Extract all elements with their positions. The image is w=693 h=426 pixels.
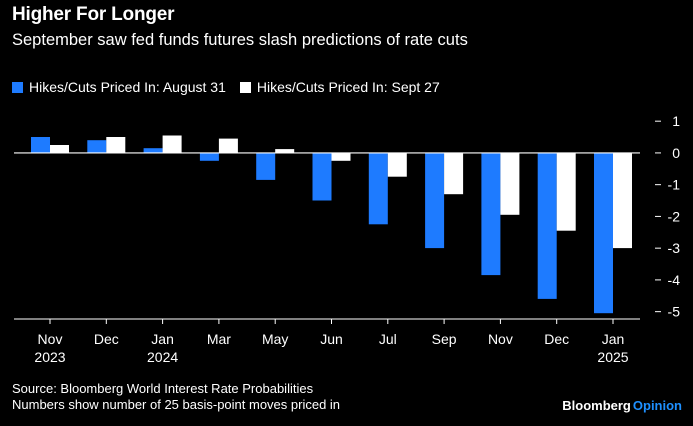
bar-sept-2	[162, 135, 182, 153]
bar-sept-4	[275, 149, 295, 153]
bar-sept-7	[444, 152, 464, 195]
bar-sept-8	[500, 152, 520, 215]
bar-august-4	[256, 152, 276, 180]
bar-sept-1	[106, 137, 126, 153]
y-tick-label-0: 1	[672, 113, 680, 129]
bar-sept-10	[613, 152, 632, 249]
y-tick-label-4: -3	[668, 240, 681, 256]
legend: Hikes/Cuts Priced In: August 31 Hikes/Cu…	[12, 79, 454, 95]
x-tick-label-5: Jun	[320, 331, 343, 347]
x-tick-label-9: Dec	[544, 331, 569, 347]
bar-sept-3	[218, 138, 238, 153]
x-tick-label-3: Mar	[207, 331, 231, 347]
footer: Source: Bloomberg World Interest Rate Pr…	[12, 381, 340, 413]
legend-swatch-august	[12, 81, 23, 93]
bar-sept-9	[556, 152, 576, 231]
bar-august-6	[368, 152, 388, 225]
legend-item-sept: Hikes/Cuts Priced In: Sept 27	[239, 79, 440, 95]
x-tick-label-0: Nov	[38, 331, 63, 347]
bar-august-3	[199, 152, 219, 161]
y-tick-label-1: 0	[672, 145, 680, 161]
bar-august-2	[143, 148, 163, 153]
y-tick-label-6: -5	[668, 304, 681, 320]
x-year-label-2: 2024	[147, 349, 178, 365]
y-tick-label-2: -1	[668, 177, 681, 193]
legend-label-sept: Hikes/Cuts Priced In: Sept 27	[256, 79, 440, 95]
source-note: Source: Bloomberg World Interest Rate Pr…	[12, 381, 314, 396]
bar-sept-6	[387, 152, 407, 177]
legend-swatch-sept	[239, 81, 251, 93]
bar-sept-5	[331, 152, 351, 161]
y-tick-label-3: -2	[668, 208, 681, 224]
x-year-label-0: 2023	[34, 349, 65, 365]
bar-august-5	[312, 152, 332, 201]
bar-august-1	[87, 140, 107, 153]
chart-title: Higher For Longer	[12, 4, 175, 25]
bar-sept-0	[50, 145, 69, 153]
brand-suffix: Opinion	[632, 398, 682, 413]
x-tick-label-1: Dec	[94, 331, 119, 347]
x-tick-label-10: Jan	[602, 331, 625, 347]
x-tick-label-4: May	[262, 331, 288, 347]
chart-subtitle: September saw fed funds futures slash pr…	[12, 31, 468, 49]
x-tick-label-2: Jan	[151, 331, 174, 347]
x-tick-label-6: Jul	[379, 331, 397, 347]
bar-august-8	[481, 152, 501, 276]
brand-name: Bloomberg	[562, 398, 631, 413]
x-year-label-10: 2025	[597, 349, 628, 365]
x-tick-label-8: Nov	[488, 331, 513, 347]
y-tick-label-5: -4	[668, 272, 681, 288]
units-note: Numbers show number of 25 basis-point mo…	[12, 397, 341, 412]
legend-item-august: Hikes/Cuts Priced In: August 31	[12, 79, 226, 95]
bar-august-0	[31, 137, 50, 153]
bar-august-10	[594, 152, 613, 314]
bar-august-7	[425, 152, 445, 249]
bar-august-9	[537, 152, 557, 299]
legend-label-august: Hikes/Cuts Priced In: August 31	[29, 79, 226, 95]
bloomberg-opinion-logo: Bloomberg Opinion	[562, 398, 682, 413]
x-tick-label-7: Sep	[432, 331, 457, 347]
